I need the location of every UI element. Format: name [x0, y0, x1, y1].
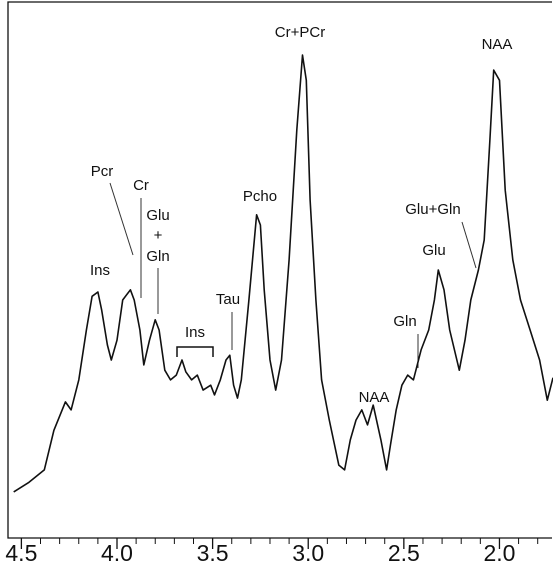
- x-tick-label: 3.5: [197, 540, 229, 566]
- spectrum-line: [13, 54, 553, 493]
- annotation: Ins: [185, 324, 205, 341]
- annotation: Pcho: [243, 188, 277, 205]
- annotation: Gln: [393, 313, 416, 330]
- leader-line: [109, 182, 134, 256]
- x-tick-label: 4.0: [101, 540, 133, 566]
- annotation: Glu+Gln: [405, 201, 460, 218]
- annotation: Pcr: [91, 163, 114, 180]
- annotation: +: [154, 227, 163, 244]
- plot-frame: [7, 1, 552, 539]
- leaders: [109, 182, 477, 368]
- annotation: NAA: [482, 36, 513, 53]
- annotation: NAA: [359, 389, 390, 406]
- annotation: Cr+PCr: [275, 24, 325, 41]
- annotation: Ins: [90, 262, 110, 279]
- x-tick-label: 3.0: [292, 540, 324, 566]
- annotation: Glu: [422, 242, 445, 259]
- annotation: Glu: [146, 207, 169, 224]
- annotation: Cr: [133, 177, 149, 194]
- annotation: Tau: [216, 291, 240, 308]
- leader-line: [461, 221, 477, 269]
- x-tick-label: 4.5: [5, 540, 37, 566]
- x-tick-label: 2.0: [483, 540, 515, 566]
- annotation: Gln: [146, 248, 169, 265]
- x-tick-label: 2.5: [388, 540, 420, 566]
- bracket: [176, 346, 214, 357]
